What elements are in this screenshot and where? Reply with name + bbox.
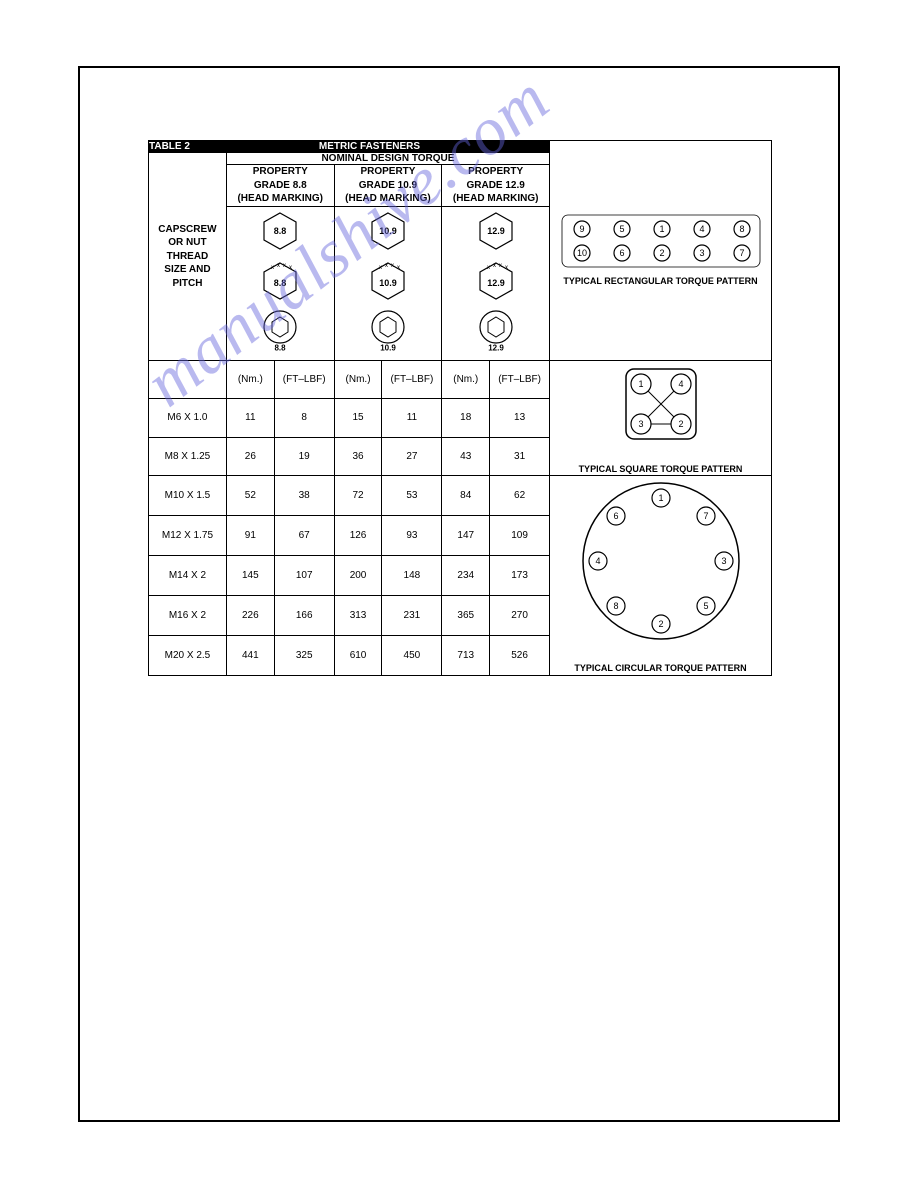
- svg-text:12.9: 12.9: [488, 343, 504, 352]
- grade-129-icons: 12.9 xxxx 12.9 12.9: [442, 206, 550, 360]
- grade-88-icons: 8.8 xxxx 8.8 8.8: [226, 206, 334, 360]
- content-area: TABLE 2 METRIC FASTENERS 9 5 1 4 8 10 6 …: [148, 140, 772, 676]
- svg-text:7: 7: [703, 511, 708, 521]
- svg-text:1: 1: [659, 224, 664, 234]
- svg-text:x: x: [385, 263, 388, 269]
- svg-text:x: x: [289, 265, 292, 271]
- svg-text:4: 4: [595, 556, 600, 566]
- svg-text:1: 1: [658, 493, 663, 503]
- rect-nodes: 9 5 1 4 8 10 6 2 3 7: [574, 221, 750, 261]
- rect-pattern-panel: 9 5 1 4 8 10 6 2 3 7 TYPICAL RECTANGULAR…: [550, 141, 772, 361]
- svg-text:10.9: 10.9: [380, 343, 396, 352]
- svg-text:3: 3: [638, 419, 643, 429]
- svg-text:8: 8: [739, 224, 744, 234]
- svg-text:3: 3: [721, 556, 726, 566]
- square-pattern-label: TYPICAL SQUARE TORQUE PATTERN: [550, 464, 771, 476]
- unit-ftlbf-2: (FT–LBF): [382, 360, 442, 399]
- svg-text:x: x: [283, 263, 286, 269]
- svg-text:3: 3: [699, 248, 704, 258]
- svg-text:x: x: [379, 265, 382, 271]
- svg-text:6: 6: [619, 248, 624, 258]
- svg-text:6: 6: [613, 511, 618, 521]
- svg-text:4: 4: [678, 379, 683, 389]
- unit-ftlbf-1: (FT–LBF): [274, 360, 334, 399]
- data-row-2: M10 X 1.5 52 38 72 53 84 62 1 7 3 5 2 8 …: [149, 476, 772, 516]
- svg-text:12.9: 12.9: [487, 278, 505, 288]
- square-pattern-svg: 1 4 3 2: [606, 361, 716, 457]
- svg-text:1: 1: [638, 379, 643, 389]
- svg-text:8.8: 8.8: [275, 343, 287, 352]
- rect-pattern-label: TYPICAL RECTANGULAR TORQUE PATTERN: [550, 276, 771, 288]
- svg-text:2: 2: [678, 419, 683, 429]
- grade-109-icons: 10.9 xxxx 10.9 10.9: [334, 206, 442, 360]
- rect-pattern-svg: 9 5 1 4 8 10 6 2 3 7: [556, 213, 766, 269]
- unit-nm-2: (Nm.): [334, 360, 382, 399]
- circle-pattern-label: TYPICAL CIRCULAR TORQUE PATTERN: [550, 663, 771, 675]
- torque-table: TABLE 2 METRIC FASTENERS 9 5 1 4 8 10 6 …: [148, 140, 772, 676]
- row-header-cell: CAPSCREW OR NUT THREAD SIZE AND PITCH: [149, 153, 227, 361]
- circle-pattern-panel: 1 7 3 5 2 8 4 6 TYPICAL CIRCULAR TORQUE …: [550, 476, 772, 676]
- grade-88-header: PROPERTY GRADE 8.8 (HEAD MARKING): [226, 165, 334, 207]
- circle-pattern-svg: 1 7 3 5 2 8 4 6: [561, 476, 761, 656]
- svg-text:4: 4: [699, 224, 704, 234]
- svg-text:8.8: 8.8: [274, 226, 287, 236]
- svg-text:x: x: [271, 265, 274, 271]
- unit-nm-3: (Nm.): [442, 360, 490, 399]
- ndt-cell: NOMINAL DESIGN TORQUE: [226, 153, 549, 165]
- svg-text:x: x: [397, 265, 400, 271]
- square-pattern-panel: 1 4 3 2 TYPICAL SQUARE TORQUE PATTERN: [550, 360, 772, 476]
- svg-text:x: x: [277, 263, 280, 269]
- grade-109-header: PROPERTY GRADE 10.9 (HEAD MARKING): [334, 165, 442, 207]
- svg-text:10: 10: [576, 248, 586, 258]
- grade-129-header: PROPERTY GRADE 12.9 (HEAD MARKING): [442, 165, 550, 207]
- table-number: TABLE 2: [149, 141, 190, 152]
- svg-text:5: 5: [619, 224, 624, 234]
- table-title: METRIC FASTENERS: [190, 141, 549, 152]
- svg-text:x: x: [487, 265, 490, 271]
- svg-text:2: 2: [658, 619, 663, 629]
- svg-text:2: 2: [659, 248, 664, 258]
- unit-ftlbf-3: (FT–LBF): [490, 360, 550, 399]
- svg-text:x: x: [499, 263, 502, 269]
- svg-text:8.8: 8.8: [274, 278, 287, 288]
- svg-text:8: 8: [613, 601, 618, 611]
- title-row: TABLE 2 METRIC FASTENERS 9 5 1 4 8 10 6 …: [149, 141, 772, 153]
- svg-text:x: x: [505, 265, 508, 271]
- svg-text:5: 5: [703, 601, 708, 611]
- svg-text:10.9: 10.9: [379, 226, 397, 236]
- title-bar: TABLE 2 METRIC FASTENERS: [149, 141, 550, 153]
- svg-text:x: x: [391, 263, 394, 269]
- unit-nm-1: (Nm.): [226, 360, 274, 399]
- units-row: (Nm.) (FT–LBF) (Nm.) (FT–LBF) (Nm.) (FT–…: [149, 360, 772, 399]
- svg-text:7: 7: [739, 248, 744, 258]
- svg-text:12.9: 12.9: [487, 226, 505, 236]
- svg-text:10.9: 10.9: [379, 278, 397, 288]
- svg-text:9: 9: [579, 224, 584, 234]
- svg-text:x: x: [493, 263, 496, 269]
